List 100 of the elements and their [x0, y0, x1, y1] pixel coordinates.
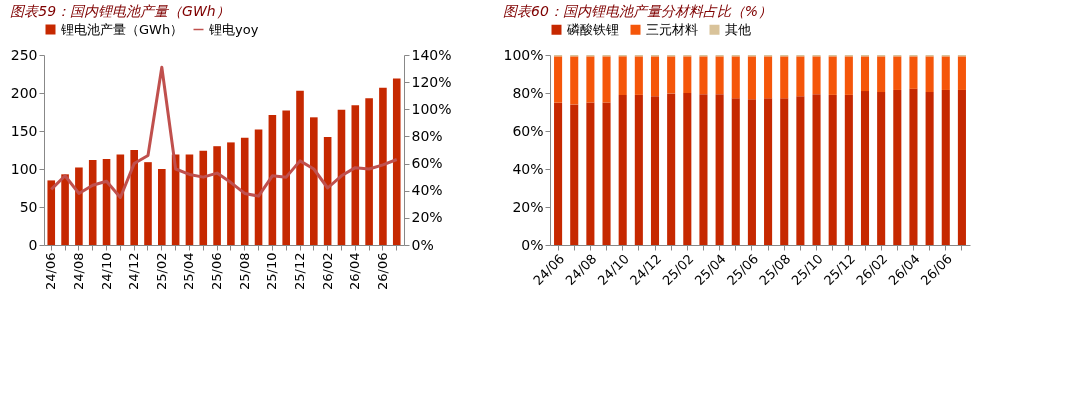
- y-tick-label: 250: [10, 46, 38, 63]
- y-tick-label: 60%: [512, 122, 544, 139]
- bar: [909, 56, 918, 89]
- bar: [957, 89, 966, 245]
- x-tick-label: 25/06: [209, 252, 225, 290]
- bar: [957, 56, 966, 90]
- bar: [227, 142, 235, 245]
- bar: [351, 105, 360, 245]
- y-tick-label: 80%: [512, 84, 544, 101]
- bar: [634, 56, 643, 95]
- bar: [828, 56, 837, 95]
- bar: [199, 150, 208, 245]
- x-tick-label: 25/04: [181, 252, 197, 290]
- bar: [699, 94, 708, 245]
- bar: [554, 56, 563, 103]
- bar: [860, 56, 870, 92]
- bar: [554, 102, 563, 245]
- x-tick-label: 26/04: [347, 252, 363, 290]
- bar: [747, 56, 756, 100]
- bar: [812, 94, 821, 245]
- bar: [828, 94, 837, 245]
- bar: [683, 56, 692, 93]
- y2-tick-label: 20%: [411, 209, 443, 226]
- bar: [392, 78, 401, 245]
- bar: [747, 99, 756, 245]
- bar: [602, 56, 611, 103]
- bar: [282, 110, 290, 245]
- legend-label: 三元材料: [646, 21, 698, 37]
- x-tick-label: 24/08: [70, 252, 86, 290]
- y2-tick-label: 100%: [411, 100, 452, 117]
- bar: [570, 104, 579, 245]
- y-tick-label: 100: [10, 160, 38, 177]
- bar: [764, 56, 773, 99]
- x-tick-label: 26/06: [374, 252, 390, 290]
- bar: [88, 159, 97, 245]
- x-tick-label: 24/12: [126, 252, 142, 290]
- bar: [844, 56, 853, 95]
- x-tick-label: 25/08: [236, 252, 252, 290]
- bar: [796, 96, 805, 245]
- bar: [877, 92, 886, 245]
- y-tick-label: 20%: [512, 198, 544, 215]
- line-series: [49, 65, 399, 199]
- bar: [764, 98, 773, 245]
- y2-tick-label: 80%: [411, 127, 443, 144]
- legend-label: 其他: [725, 21, 751, 37]
- bar: [130, 150, 138, 245]
- bar: [650, 56, 660, 97]
- bar: [75, 167, 83, 245]
- y-tick-label: 100%: [503, 46, 544, 63]
- bar: [379, 87, 387, 245]
- bar: [860, 91, 870, 245]
- bar: [925, 56, 934, 93]
- bar: [667, 93, 676, 245]
- bar: [796, 56, 805, 97]
- bar: [586, 102, 595, 245]
- x-tick-label: 24/10: [98, 252, 114, 290]
- bar: [310, 117, 318, 245]
- y-tick-label: 50: [19, 198, 38, 215]
- bar: [667, 56, 676, 94]
- chart-title: 图表60：国内锂电池产量分材料占比（%）: [502, 3, 773, 19]
- y2-tick-label: 0%: [411, 236, 434, 253]
- bar: [158, 169, 166, 245]
- bar: [650, 96, 660, 245]
- x-tick-label: 26/02: [319, 252, 335, 290]
- y2-tick-label: 120%: [411, 73, 452, 90]
- y2-tick-label: 40%: [411, 182, 443, 199]
- bar: [941, 89, 950, 245]
- bar: [699, 56, 708, 95]
- bar: [144, 162, 152, 245]
- bar: [365, 98, 373, 245]
- bar: [586, 56, 595, 103]
- legend-label: 磷酸铁锂: [566, 21, 619, 37]
- bar: [602, 102, 611, 245]
- bar: [909, 88, 918, 245]
- bar: [941, 56, 950, 90]
- legend-label: 锂电yoy: [208, 21, 259, 37]
- bar: [213, 146, 221, 245]
- bar: [780, 56, 789, 99]
- bar: [844, 94, 853, 245]
- x-tick-label: 25/02: [153, 252, 169, 290]
- y2-tick-label: 60%: [411, 155, 443, 172]
- x-tick-label: 25/12: [292, 252, 308, 290]
- y-tick-label: 200: [10, 84, 38, 101]
- x-tick-label: 24/06: [43, 252, 59, 290]
- x-tick-label: 25/10: [264, 252, 280, 290]
- bar: [240, 137, 249, 245]
- bar: [925, 92, 934, 245]
- bar: [715, 94, 724, 245]
- bar: [61, 174, 69, 245]
- legend-label: 锂电池产量（GWh）: [60, 21, 184, 37]
- bar: [812, 56, 821, 95]
- y-tick-label: 40%: [512, 160, 544, 177]
- bar: [683, 93, 692, 245]
- bar: [731, 98, 740, 245]
- y-tick-label: 150: [10, 122, 38, 139]
- bar: [618, 56, 627, 95]
- bar: [731, 56, 740, 99]
- chart-title: 图表59：国内锂电池产量（GWh）: [10, 3, 230, 19]
- bar: [877, 56, 886, 93]
- y-tick-label: 0%: [521, 236, 544, 253]
